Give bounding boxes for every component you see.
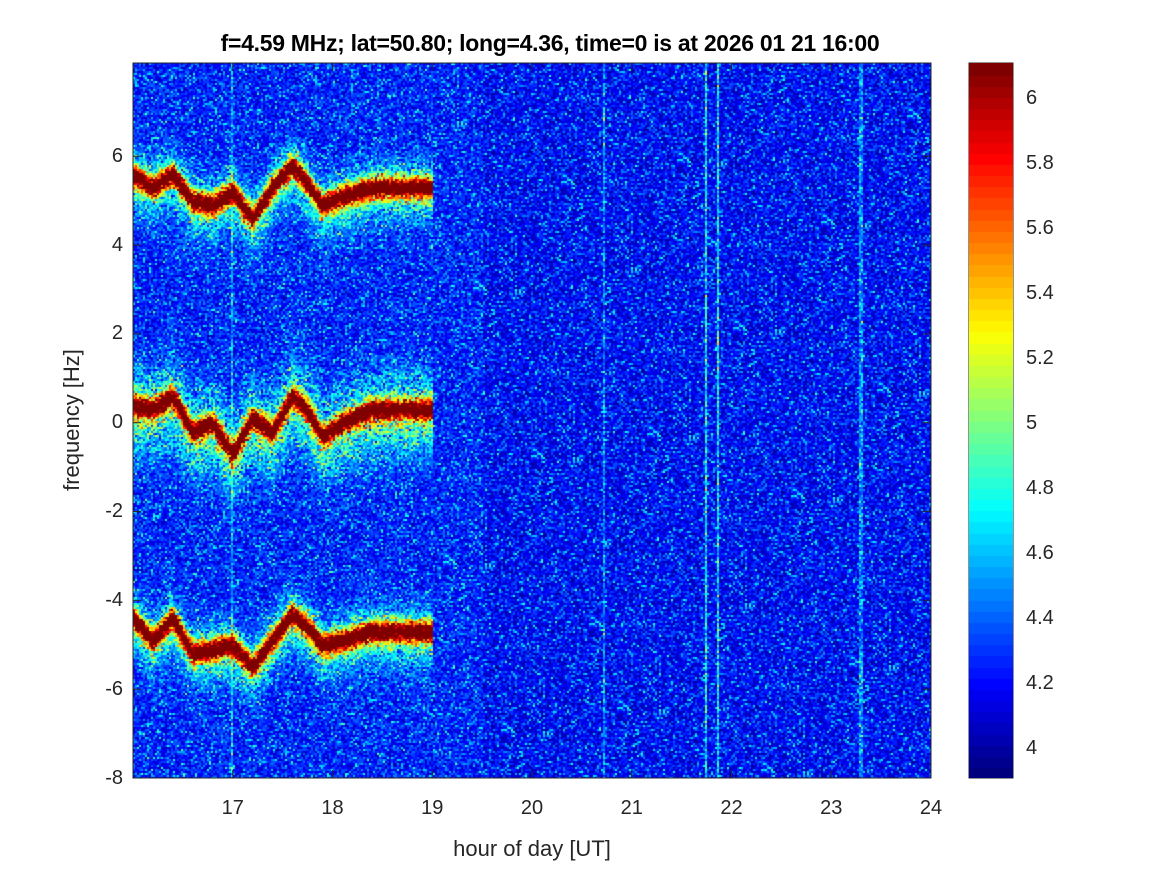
x-tick-label: 19 — [421, 796, 444, 819]
colorbar-tick-label: 5.8 — [1026, 152, 1054, 175]
plot-area — [133, 63, 931, 778]
y-tick-label: 6 — [111, 144, 123, 167]
y-tick-label: 2 — [111, 322, 123, 345]
y-tick-label: 0 — [111, 411, 123, 434]
colorbar-tick-label: 5.2 — [1026, 347, 1054, 370]
x-tick-label: 17 — [221, 796, 244, 819]
x-axis-label: hour of day [UT] — [453, 836, 611, 861]
spectrogram-heatmap — [133, 63, 931, 778]
x-tick-label: 18 — [321, 796, 344, 819]
y-tick-label: -6 — [105, 677, 123, 700]
colorbar-tick-label: 5.6 — [1026, 217, 1054, 240]
x-tick-label: 20 — [520, 796, 544, 819]
colorbar-tick-label: 4 — [1026, 737, 1038, 760]
y-tick-label: -8 — [105, 766, 123, 789]
colorbar-tick-label: 5.4 — [1026, 282, 1054, 305]
x-tick-label: 24 — [919, 796, 943, 819]
colorbar-tick-label: 5 — [1026, 412, 1038, 435]
colorbar — [969, 63, 1013, 778]
x-tick-label: 22 — [720, 796, 743, 819]
chart-title: f=4.59 MHz; lat=50.80; long=4.36, time=0… — [220, 30, 880, 56]
colorbar-tick-label: 4.2 — [1026, 672, 1054, 695]
y-tick-label: -4 — [105, 588, 123, 611]
colorbar-tick-label: 4.6 — [1026, 542, 1054, 565]
y-tick-label: -2 — [105, 500, 123, 523]
colorbar-tick-label: 6 — [1026, 87, 1038, 110]
x-tick-label: 23 — [820, 796, 843, 819]
y-axis-label: frequency [Hz] — [59, 349, 84, 491]
plot-border — [132, 62, 932, 779]
colorbar-tick-label: 4.4 — [1026, 607, 1054, 630]
y-tick-label: 4 — [111, 233, 123, 256]
colorbar-tick-label: 4.8 — [1026, 477, 1054, 500]
x-tick-label: 21 — [620, 796, 643, 819]
